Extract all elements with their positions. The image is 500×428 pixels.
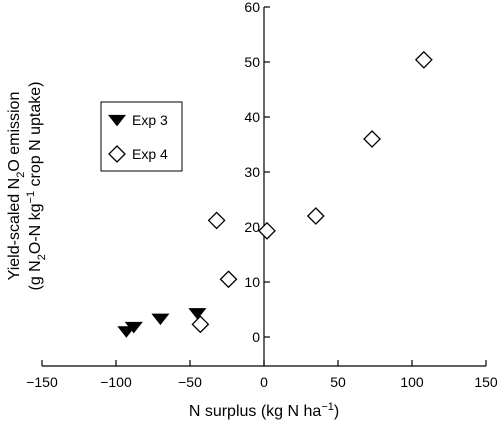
x-tick-label: −100 xyxy=(100,374,132,390)
data-point-exp4 xyxy=(219,270,238,289)
x-axis-title: N surplus (kg N ha−1) xyxy=(189,401,339,420)
x-tick-label: 0 xyxy=(260,374,268,390)
y-tick-label: 20 xyxy=(244,219,260,235)
data-point-exp3 xyxy=(117,326,136,338)
y-tick-label: 40 xyxy=(244,109,260,125)
data-point-exp3 xyxy=(151,313,170,326)
y-axis-title-line2: (g N2O-N kg−1 crop N uptake) xyxy=(25,82,48,291)
data-point-exp4 xyxy=(191,315,210,334)
data-point-exp4 xyxy=(414,50,433,69)
data-point-exp3 xyxy=(124,321,143,334)
legend-marker-triangle xyxy=(107,114,127,127)
legend-box xyxy=(100,101,183,172)
y-axis-title-line1: Yield-scaled N2O emission xyxy=(6,92,27,281)
data-point-exp3 xyxy=(188,308,207,320)
data-point-exp4 xyxy=(363,130,381,148)
x-tick-label: 100 xyxy=(400,374,424,390)
y-tick-label: 10 xyxy=(244,274,260,290)
tick-labels: −150 −100 −50 0 50 100 150 0 10 20 30 40 50 60 xyxy=(26,0,498,390)
legend: Exp 3 Exp 4 xyxy=(100,101,183,172)
x-tick-label: −150 xyxy=(26,374,58,390)
legend-marker-diamond xyxy=(108,145,126,163)
y-tick-label: 30 xyxy=(244,164,260,180)
legend-label: Exp 3 xyxy=(132,112,168,128)
data-point-exp4 xyxy=(258,221,276,240)
x-tick-label: 50 xyxy=(330,374,346,390)
y-tick-label: 60 xyxy=(244,0,260,15)
x-tick-label: −50 xyxy=(178,374,202,390)
legend-label: Exp 4 xyxy=(132,146,168,162)
data-points xyxy=(117,50,433,338)
data-point-exp4 xyxy=(306,207,325,225)
x-tick-label: 150 xyxy=(474,374,498,390)
y-tick-label: 50 xyxy=(244,54,260,70)
y-tick-label: 0 xyxy=(252,329,260,345)
data-point-exp4 xyxy=(207,211,226,230)
